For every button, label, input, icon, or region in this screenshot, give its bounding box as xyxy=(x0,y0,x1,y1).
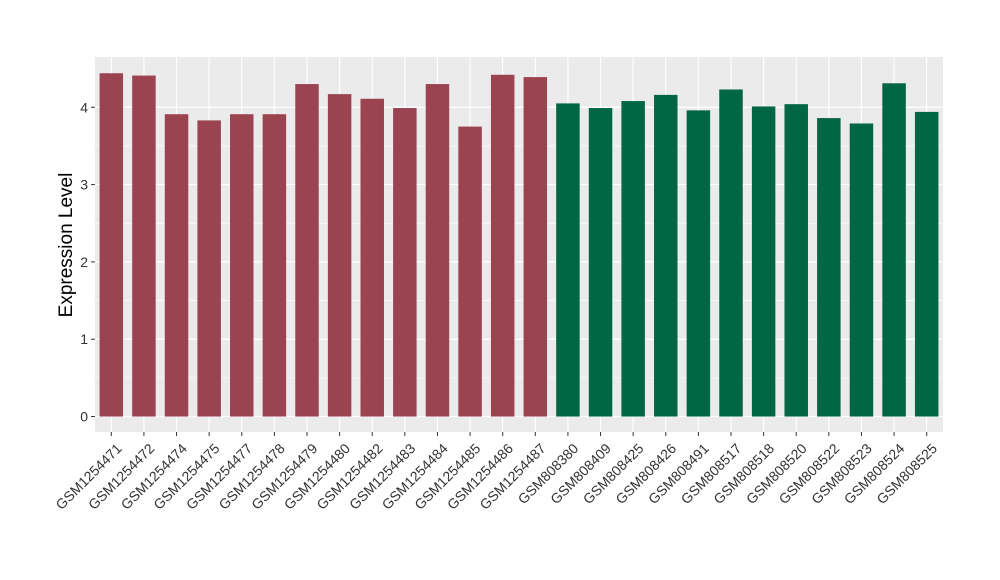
bar-GSM808522 xyxy=(817,118,841,417)
bar-GSM1254475 xyxy=(197,120,221,417)
bar-GSM1254480 xyxy=(327,94,352,417)
bar-GSM808380 xyxy=(556,103,580,417)
y-axis-title: Expression Level xyxy=(56,173,77,318)
bar-GSM1254487 xyxy=(523,77,548,417)
y-axis: 0 1 2 3 4 xyxy=(80,99,95,425)
bar-GSM1254485 xyxy=(458,126,482,417)
x-axis: GSM1254471GSM1254472GSM1254474GSM1254475… xyxy=(52,432,940,513)
bars xyxy=(99,73,939,417)
bar-GSM1254477 xyxy=(230,114,254,417)
y-tick-label: 0 xyxy=(80,409,88,425)
y-tick-label: 1 xyxy=(80,331,88,347)
bar-GSM1254483 xyxy=(393,108,417,417)
bar-GSM808491 xyxy=(686,110,711,417)
bar-GSM808517 xyxy=(719,89,743,417)
bar-GSM808518 xyxy=(751,106,776,417)
y-tick-label: 2 xyxy=(80,254,88,270)
bar-GSM1254482 xyxy=(360,98,384,417)
bar-GSM1254474 xyxy=(164,114,189,417)
bar-GSM1254478 xyxy=(262,114,287,417)
bar-GSM808523 xyxy=(849,123,874,417)
bar-GSM1254471 xyxy=(99,73,124,417)
bar-GSM808524 xyxy=(882,83,906,417)
bar-GSM1254486 xyxy=(490,74,515,417)
y-tick-label: 4 xyxy=(80,99,88,115)
bar-GSM1254472 xyxy=(132,75,156,417)
bar-GSM808425 xyxy=(621,101,645,417)
bar-GSM808426 xyxy=(654,94,678,417)
bar-GSM1254479 xyxy=(295,84,319,417)
bar-GSM808409 xyxy=(588,108,613,417)
bar-GSM1254484 xyxy=(425,84,450,417)
plot-panel xyxy=(95,57,943,432)
bar-GSM808525 xyxy=(914,111,939,417)
y-tick-label: 3 xyxy=(80,177,88,193)
bar-GSM808520 xyxy=(784,104,808,417)
